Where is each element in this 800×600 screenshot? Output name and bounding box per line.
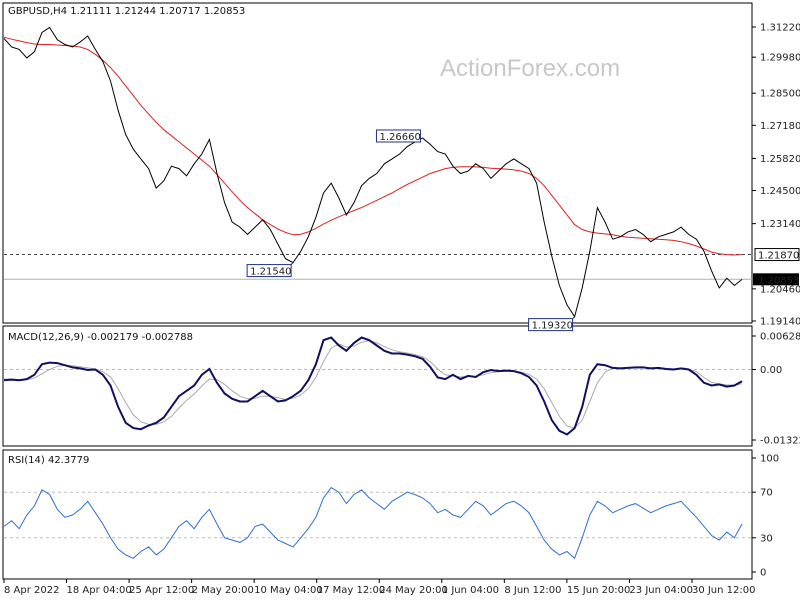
x-tick-label: 8 Apr 2022	[4, 585, 59, 596]
macd-header: MACD(12,26,9) -0.002179 -0.002788	[8, 332, 193, 343]
moving-average-line	[3, 36, 743, 256]
macd-signal-line	[4, 340, 743, 429]
watermark: ActionForex.com	[440, 55, 620, 82]
x-tick-label: 25 Apr 12:00	[129, 585, 194, 596]
price-annotation-box	[528, 318, 574, 332]
price-panel-frame	[2, 2, 753, 324]
price-annotation-box	[246, 264, 292, 278]
price-annotation-label: 1.19320	[532, 321, 573, 332]
price-annotation-label: 1.26660	[379, 132, 420, 143]
x-tick-label: 17 May 12:00	[317, 585, 386, 596]
rsi-line	[3, 486, 743, 560]
rsi-tick-label: 0	[760, 568, 766, 579]
x-tick-label: 10 May 04:00	[254, 585, 323, 596]
price-tick-label: 1.28500	[760, 89, 800, 100]
price-header: GBPUSD,H4 1.21111 1.21244 1.20717 1.2085…	[8, 6, 245, 17]
rsi-header: RSI(14) 42.3779	[8, 455, 89, 466]
rsi-tick-label: 100	[760, 454, 779, 465]
price-annotation-label: 1.21540	[250, 267, 291, 278]
last-price-label: 1.20853	[758, 275, 799, 286]
price-tick-label: 1.25820	[760, 154, 800, 165]
x-tick-label: 30 Jun 12:00	[692, 585, 756, 596]
x-tick-label: 23 Jun 04:00	[629, 585, 693, 596]
x-tick-label: 8 Jun 12:00	[504, 585, 561, 596]
price-tick-label: 1.24500	[760, 186, 800, 197]
last-price-tag	[753, 273, 799, 286]
price-tick-label: 1.29980	[760, 53, 800, 64]
price-tick-label: 1.31220	[760, 23, 800, 34]
price-tick-label: 1.23140	[760, 219, 800, 230]
rsi-panel-frame	[2, 449, 753, 580]
price-annotation-box	[375, 129, 421, 143]
price-tick-label: 1.20460	[760, 284, 800, 295]
rsi-tick-label: 70	[760, 488, 773, 499]
price-line	[3, 26, 743, 318]
price-tick-label: 1.19140	[760, 317, 800, 328]
x-tick-label: 24 May 20:00	[379, 585, 448, 596]
rsi-tick-label: 30	[760, 533, 773, 544]
price-tick-label: 1.27180	[760, 121, 800, 132]
macd-tick-label: 0.006285	[760, 332, 800, 343]
x-tick-label: 2 May 20:00	[192, 585, 254, 596]
macd-panel-frame	[2, 325, 753, 447]
dashed-level-label: 1.21870	[758, 251, 799, 262]
x-tick-label: 18 Apr 04:00	[67, 585, 132, 596]
x-tick-label: 1 Jun 04:00	[442, 585, 499, 596]
macd-tick-label: -0.013223	[760, 436, 800, 447]
macd-line	[3, 336, 743, 436]
macd-tick-label: 0.00	[760, 365, 782, 376]
x-tick-label: 15 Jun 20:00	[567, 585, 631, 596]
dashed-level-tag	[754, 248, 800, 262]
